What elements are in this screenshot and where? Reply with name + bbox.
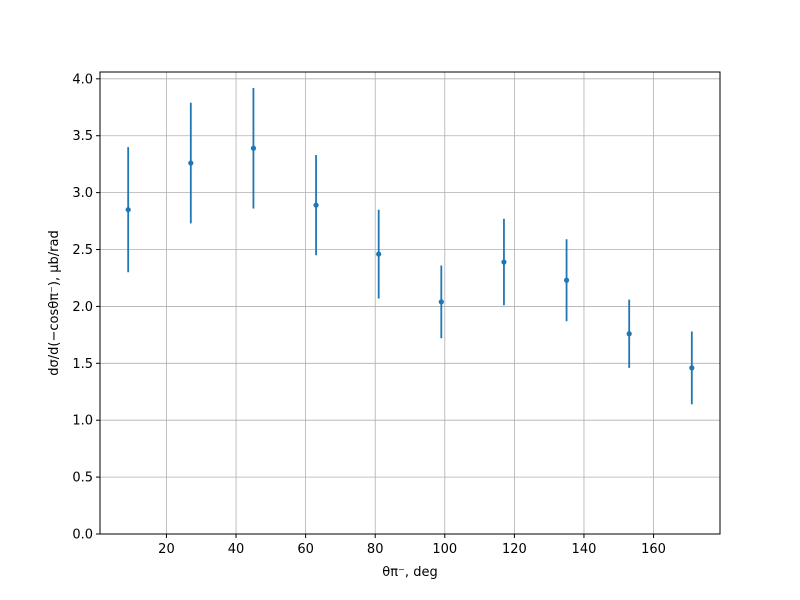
x-axis-label: θπ⁻, deg xyxy=(382,565,437,580)
data-point xyxy=(313,202,319,208)
data-point xyxy=(689,365,695,371)
y-tick-label: 0.5 xyxy=(72,471,93,486)
y-tick-label: 3.0 xyxy=(72,186,93,201)
data-point xyxy=(563,277,570,283)
y-tick-label: 3.5 xyxy=(72,129,93,144)
x-tick-label: 140 xyxy=(572,542,597,557)
x-tick-label: 100 xyxy=(432,542,457,557)
x-tick-label: 20 xyxy=(158,542,175,557)
y-tick-label: 1.5 xyxy=(72,357,93,372)
x-tick-label: 80 xyxy=(367,542,384,557)
y-tick-label: 0.0 xyxy=(72,528,93,543)
y-axis-label: dσ/d(−cosθπ⁻), μb/rad xyxy=(47,230,62,375)
data-point xyxy=(501,259,507,265)
data-point xyxy=(376,251,382,257)
data-point xyxy=(626,331,632,337)
axes-frame xyxy=(99,71,721,535)
y-tick-label: 2.0 xyxy=(72,300,93,315)
plot-area: 20 40 60 80 100 120 140 160 0.0 0.5 1.0 1.5 2.0 2.5 3.… xyxy=(72,71,721,557)
data-point xyxy=(438,299,444,305)
y-tick-label: 1.0 xyxy=(72,414,93,429)
x-tick-label: 160 xyxy=(641,542,666,557)
data-point xyxy=(250,145,257,151)
x-tick-label: 40 xyxy=(228,542,245,557)
data-point xyxy=(125,207,131,213)
y-tick-label: 4.0 xyxy=(72,72,93,87)
y-tick-label: 2.5 xyxy=(72,243,93,258)
x-tick-label: 120 xyxy=(502,542,527,557)
x-tick-label: 60 xyxy=(297,542,314,557)
data-point xyxy=(188,160,194,166)
